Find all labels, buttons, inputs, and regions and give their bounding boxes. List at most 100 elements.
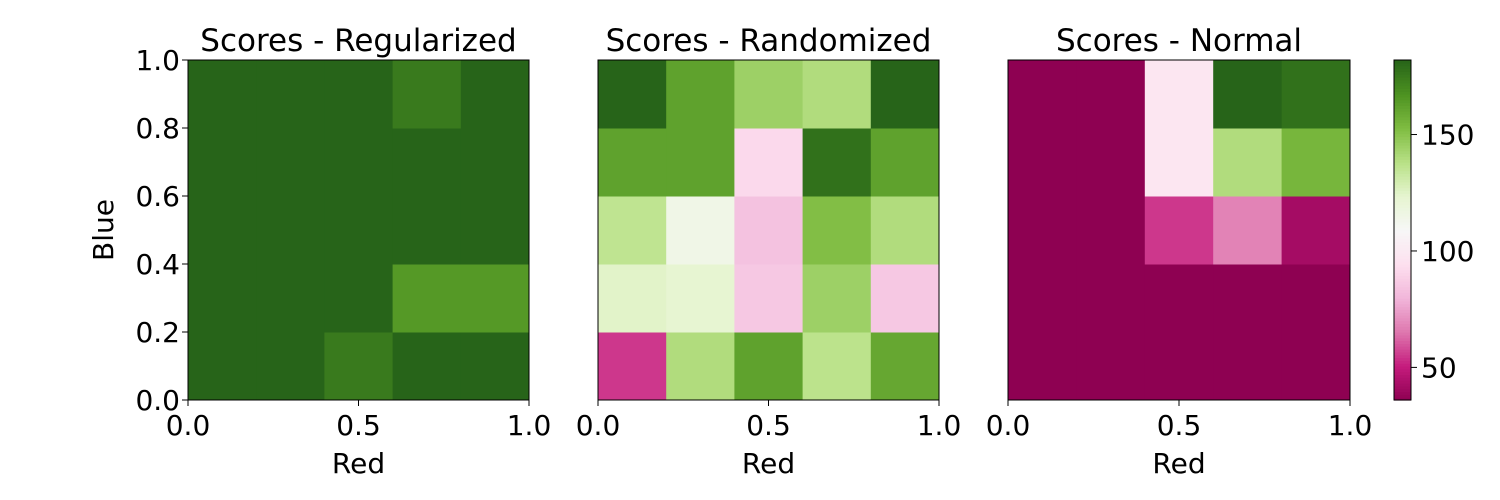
- heatmap-cell: [1008, 60, 1077, 129]
- y-tick-label: 0.4: [135, 248, 180, 281]
- colorbar-segment: [1394, 323, 1411, 327]
- colorbar-segment: [1394, 159, 1411, 163]
- heatmap-cell: [392, 128, 462, 197]
- x-tick-label: 0.5: [336, 409, 381, 442]
- x-axis-label: Red: [742, 447, 795, 480]
- heatmap-cell: [598, 332, 667, 401]
- y-axis-label: Blue: [87, 199, 120, 261]
- colorbar-segment: [1394, 238, 1411, 242]
- colorbar-tick-label: 50: [1421, 351, 1457, 384]
- heatmap-cell: [324, 196, 394, 265]
- colorbar-tick-label: 150: [1421, 119, 1474, 152]
- colorbar-segment: [1394, 377, 1411, 381]
- colorbar-segment: [1394, 74, 1411, 78]
- colorbar-segment: [1394, 142, 1411, 146]
- y-tick-label: 0.0: [135, 384, 180, 417]
- heatmap-cell: [1008, 196, 1077, 265]
- colorbar-segment: [1394, 91, 1411, 95]
- heatmap-cell: [256, 264, 325, 333]
- y-tick-label: 1.0: [135, 44, 180, 77]
- heatmap-cell: [666, 332, 735, 401]
- colorbar-segment: [1394, 145, 1411, 149]
- colorbar-segment: [1394, 198, 1411, 203]
- x-tick-label: 0.5: [746, 409, 791, 442]
- x-tick-label: 0.0: [576, 409, 621, 442]
- colorbar-segment: [1394, 190, 1411, 194]
- colorbar-segment: [1394, 62, 1411, 67]
- colorbar-segment: [1394, 111, 1411, 115]
- colorbar-segment: [1394, 334, 1411, 339]
- colorbar-segment: [1394, 247, 1411, 251]
- colorbar-segment: [1394, 125, 1411, 129]
- panel-title: Scores - Randomized: [606, 23, 932, 59]
- heatmap-cell: [324, 128, 394, 197]
- x-axis-label: Red: [332, 447, 385, 480]
- heatmap-cell: [392, 196, 462, 265]
- heatmap-cell: [460, 128, 530, 197]
- colorbar-segment: [1394, 128, 1411, 132]
- colorbar-segment: [1394, 79, 1411, 84]
- colorbar-segment: [1394, 357, 1411, 361]
- y-tick-label: 0.2: [135, 316, 180, 349]
- heatmap-cell: [734, 264, 804, 333]
- panel-title: Scores - Regularized: [200, 23, 516, 59]
- x-tick-label: 0.0: [166, 409, 211, 442]
- colorbar-tick-label: 100: [1421, 235, 1474, 268]
- colorbar-segment: [1394, 281, 1411, 285]
- heatmap-cell: [1144, 332, 1214, 401]
- colorbar-segment: [1394, 278, 1411, 282]
- heatmap-cell: [666, 60, 735, 129]
- colorbar-segment: [1394, 371, 1411, 376]
- heatmap-cell: [1213, 196, 1283, 265]
- colorbar-segment: [1394, 385, 1411, 390]
- colorbar-segment: [1394, 147, 1411, 152]
- colorbar-segment: [1394, 363, 1411, 367]
- x-tick-label: 0.0: [986, 409, 1031, 442]
- colorbar-segment: [1394, 210, 1411, 214]
- colorbar-segment: [1394, 261, 1411, 265]
- heatmap-cell: [188, 60, 257, 129]
- heatmap-cell: [188, 332, 257, 401]
- heatmap-cell: [802, 332, 872, 401]
- colorbar-segment: [1394, 368, 1411, 373]
- colorbar-segment: [1394, 315, 1411, 319]
- colorbar-segment: [1394, 133, 1411, 138]
- heatmap-cell: [734, 60, 804, 129]
- colorbar-segment: [1394, 153, 1411, 157]
- heatmap-cell: [324, 332, 394, 401]
- colorbar-segment: [1394, 96, 1411, 101]
- heatmap-cell: [1281, 264, 1351, 333]
- heatmap-cell: [460, 196, 530, 265]
- y-tick-label: 0.6: [135, 180, 180, 213]
- colorbar-segment: [1394, 173, 1411, 177]
- heatmap-cell: [734, 332, 804, 401]
- heatmap-cell: [1144, 60, 1214, 129]
- heatmap-cell: [1144, 264, 1214, 333]
- colorbar-segment: [1394, 346, 1411, 350]
- colorbar-segment: [1394, 244, 1411, 248]
- colorbar-segment: [1394, 332, 1411, 336]
- heatmap-cell: [188, 128, 257, 197]
- colorbar-segment: [1394, 102, 1411, 106]
- heatmap-cell: [1076, 60, 1146, 129]
- heatmap-cell: [666, 196, 735, 265]
- heatmap-cell: [1281, 60, 1351, 129]
- heatmap-cell: [802, 128, 872, 197]
- heatmap-cell: [598, 196, 667, 265]
- colorbar-segment: [1394, 116, 1411, 121]
- heatmap-cell: [1144, 196, 1214, 265]
- heatmap-cell: [666, 128, 735, 197]
- colorbar-segment: [1394, 82, 1411, 87]
- heatmap-cell: [256, 332, 325, 401]
- colorbar-segment: [1394, 60, 1411, 64]
- colorbar-segment: [1394, 354, 1411, 359]
- colorbar-segment: [1394, 360, 1411, 364]
- colorbar-segment: [1394, 241, 1411, 245]
- heatmap-cell: [598, 128, 667, 197]
- colorbar-segment: [1394, 227, 1411, 231]
- heatmap-cell: [256, 128, 325, 197]
- heatmap-cell: [392, 332, 462, 401]
- colorbar-segment: [1394, 394, 1411, 398]
- colorbar-frame: [1393, 59, 1412, 401]
- colorbar-segment: [1394, 388, 1411, 393]
